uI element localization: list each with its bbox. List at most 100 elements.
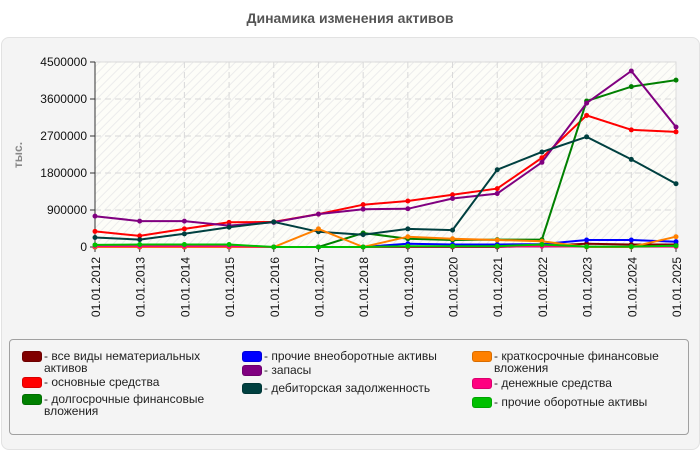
legend-swatch — [472, 397, 492, 408]
series-line — [94, 135, 677, 241]
data-point-marker — [92, 213, 98, 219]
x-tick-label: 01.01.2021 — [491, 257, 505, 317]
y-axis: 0 900000 1800000 2700000 3600000 4500000 — [40, 55, 96, 254]
legend-item-short-term-investments: - краткосрочные финансовые вложения — [472, 350, 684, 374]
x-tick-label: 01.01.2016 — [268, 257, 282, 317]
legend-swatch — [472, 378, 492, 389]
data-point-marker — [315, 226, 321, 232]
data-point-marker — [673, 77, 679, 83]
chart-title: Динамика изменения активов — [246, 10, 454, 26]
data-point-marker — [181, 242, 187, 248]
data-point-marker — [494, 237, 500, 243]
data-point-marker — [628, 237, 634, 243]
data-point-marker — [92, 228, 98, 234]
x-tick-label: 01.01.2023 — [581, 257, 595, 317]
y-tick-label: 900000 — [47, 203, 87, 217]
x-tick-label: 01.01.2024 — [625, 257, 639, 317]
legend-item-other-noncurrent: - прочие внеоборотные активы — [242, 350, 464, 362]
data-point-marker — [673, 124, 679, 130]
line-chart: 0 900000 1800000 2700000 3600000 4500000 01.0… — [11, 55, 684, 317]
data-point-marker — [92, 242, 98, 248]
data-point-marker — [628, 84, 634, 90]
y-tick-label: 3600000 — [40, 92, 87, 106]
legend-item-intangible: - все виды нематериальных активов — [22, 350, 204, 374]
data-point-marker — [494, 167, 500, 173]
y-axis-label: тыс. — [11, 142, 25, 168]
legend-label: - долгосрочные финансовые вложения — [44, 392, 205, 418]
data-point-marker — [584, 134, 590, 140]
data-point-marker — [450, 192, 456, 198]
data-point-marker — [181, 226, 187, 232]
data-point-marker — [673, 181, 679, 187]
data-point-marker — [181, 218, 187, 224]
data-point-marker — [226, 242, 232, 248]
data-point-marker — [584, 244, 590, 250]
x-tick-label: 01.01.2014 — [178, 257, 192, 317]
x-tick-label: 01.01.2012 — [89, 257, 103, 317]
data-point-marker — [628, 68, 634, 74]
data-point-marker — [450, 243, 456, 249]
data-point-marker — [226, 224, 232, 230]
data-point-marker — [450, 236, 456, 242]
series-line — [94, 69, 677, 227]
x-tick-label: 01.01.2020 — [447, 257, 461, 317]
data-point-marker — [137, 242, 143, 248]
data-point-marker — [137, 237, 143, 243]
legend-label: - запасы — [264, 363, 312, 377]
y-tick-label: 2700000 — [40, 129, 87, 143]
data-point-marker — [405, 243, 411, 249]
legend-swatch — [22, 351, 42, 362]
data-point-marker — [539, 159, 545, 165]
data-point-marker — [494, 191, 500, 197]
x-axis: 01.01.2012 01.01.2013 01.01.2014 01.01.2015… — [89, 246, 684, 317]
data-point-marker — [628, 156, 634, 162]
y-tick-label: 4500000 — [40, 55, 87, 69]
data-point-marker — [360, 244, 366, 250]
series-lines — [92, 68, 679, 250]
x-tick-label: 01.01.2018 — [357, 257, 371, 317]
legend: - все виды нематериальных активов - осно… — [9, 339, 689, 435]
data-point-marker — [92, 235, 98, 241]
x-tick-label: 01.01.2025 — [670, 257, 684, 317]
data-point-marker — [584, 100, 590, 106]
x-tick-label: 01.01.2013 — [134, 257, 148, 317]
data-point-marker — [539, 149, 545, 155]
data-point-marker — [271, 244, 277, 250]
data-point-marker — [181, 231, 187, 237]
data-point-marker — [137, 218, 143, 224]
data-point-marker — [315, 211, 321, 217]
legend-item-receivables: - дебиторская задолженность — [242, 382, 464, 394]
data-point-marker — [673, 243, 679, 249]
legend-label: - прочие внеоборотные активы — [264, 349, 437, 363]
data-point-marker — [405, 198, 411, 204]
data-point-marker — [360, 202, 366, 208]
y-tick-label: 1800000 — [40, 166, 87, 180]
legend-label: - основные средства — [44, 375, 160, 389]
y-tick-label: 0 — [80, 240, 87, 254]
data-point-marker — [628, 127, 634, 133]
data-point-marker — [450, 227, 456, 233]
data-point-marker — [315, 244, 321, 250]
data-point-marker — [494, 243, 500, 249]
data-point-marker — [628, 244, 634, 250]
data-point-marker — [673, 239, 679, 245]
legend-label: - прочие оборотные активы — [494, 395, 648, 409]
plot-area — [94, 61, 677, 248]
data-point-marker — [673, 234, 679, 240]
legend-swatch — [242, 365, 262, 376]
data-point-marker — [360, 206, 366, 212]
legend-item-fixed-assets: - основные средства — [22, 376, 234, 388]
legend-swatch — [242, 351, 262, 362]
legend-item-inventory: - запасы — [242, 364, 454, 376]
data-point-marker — [405, 206, 411, 212]
data-point-marker — [271, 219, 277, 225]
data-point-marker — [137, 233, 143, 239]
data-point-marker — [584, 112, 590, 118]
legend-swatch — [22, 394, 42, 405]
legend-label: - денежные средства — [494, 376, 612, 390]
x-tick-label: 01.01.2019 — [402, 257, 416, 317]
legend-item-other-current: - прочие оборотные активы — [472, 396, 684, 408]
legend-item-long-term-investments: - долгосрочные финансовые вложения — [22, 393, 234, 417]
data-point-marker — [405, 234, 411, 240]
data-point-marker — [494, 186, 500, 192]
